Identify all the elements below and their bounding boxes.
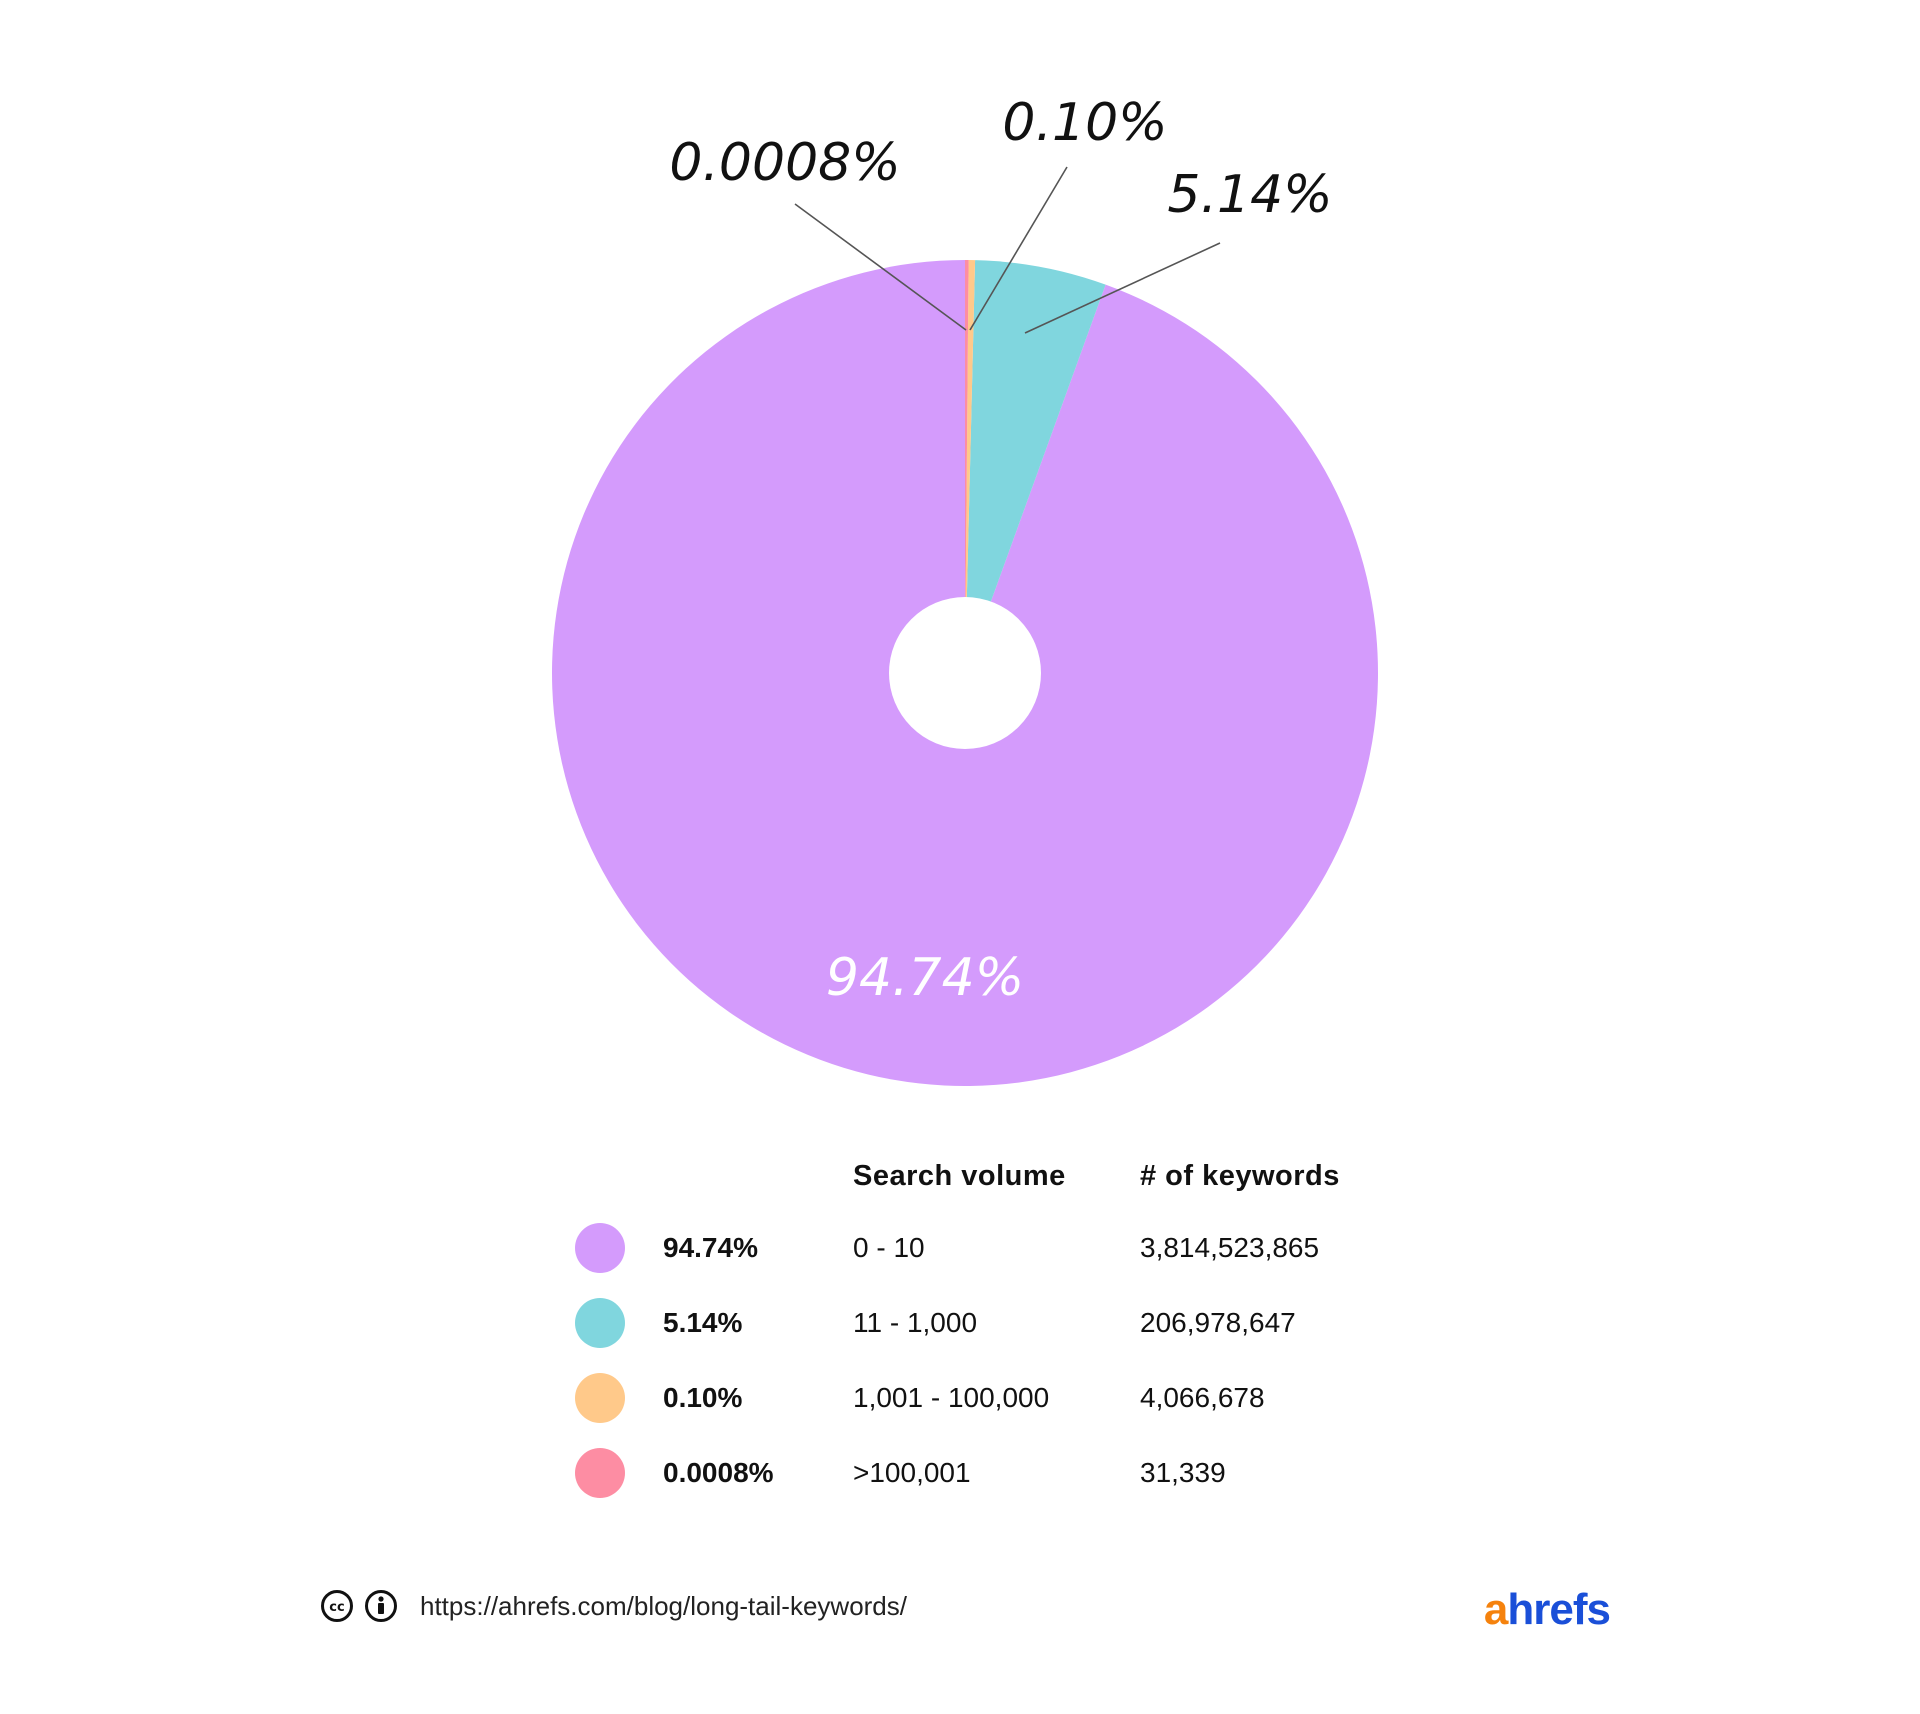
legend-swatch (575, 1298, 625, 1348)
label-0-0008: 0.0008% (669, 133, 900, 193)
brand-a: a (1483, 1585, 1509, 1634)
legend-row: 0.0008% >100,001 31,339 (575, 1443, 1475, 1503)
legend-swatch (575, 1373, 625, 1423)
leader-line (794, 203, 967, 331)
legend-percent: 5.14% (663, 1307, 743, 1338)
leader-line (969, 166, 1068, 331)
legend-volume: 11 - 1,000 (853, 1307, 978, 1338)
legend-row: 5.14% 11 - 1,000 206,978,647 (575, 1293, 1475, 1353)
donut-hole (889, 597, 1041, 749)
label-94-74: 94.74% (826, 948, 1024, 1008)
slice-11-1000 (965, 260, 1106, 673)
legend-row: 0.10% 1,001 - 100,000 4,066,678 (575, 1368, 1475, 1428)
slice-labels: 94.74% 5.14%0.10% 0.0008% (669, 93, 1332, 1008)
leader-lines (794, 166, 1221, 334)
legend-header-volume: Search volume (853, 1160, 1066, 1192)
ahrefs-logo: ahrefs (1483, 1585, 1611, 1635)
slice-over-100001 (965, 260, 969, 673)
label-5-14: 5.14% (1167, 165, 1332, 225)
svg-text:cc: cc (329, 1600, 344, 1615)
legend-swatch (575, 1448, 625, 1498)
legend-header-keywords: # of keywords (1140, 1160, 1340, 1192)
attribution-icon (365, 1590, 397, 1622)
legend-percent: 0.10% (663, 1382, 743, 1413)
legend-keywords: 3,814,523,865 (1140, 1232, 1320, 1263)
leader-line (1024, 242, 1221, 334)
slice-1001-100000 (965, 260, 976, 673)
footer: cc https://ahrefs.com/blog/long-tail-key… (320, 1585, 1611, 1635)
legend-keywords: 4,066,678 (1140, 1382, 1265, 1413)
brand-rest: hrefs (1507, 1585, 1611, 1634)
source-url[interactable]: https://ahrefs.com/blog/long-tail-keywor… (420, 1591, 907, 1621)
legend-keywords: 206,978,647 (1140, 1307, 1296, 1338)
label-0-10: 0.10% (1002, 93, 1167, 153)
legend-percent: 0.0008% (663, 1457, 774, 1488)
legend-volume: 1,001 - 100,000 (853, 1382, 1050, 1413)
legend-percent: 94.74% (663, 1232, 758, 1263)
legend-volume: >100,001 (853, 1457, 971, 1488)
legend-keywords: 31,339 (1140, 1457, 1226, 1488)
creative-commons-icon: cc (321, 1590, 353, 1622)
pie-chart: 94.74% 5.14%0.10% 0.0008% (551, 93, 1378, 1086)
legend-swatch (575, 1223, 625, 1273)
legend-volume: 0 - 10 (853, 1232, 925, 1263)
legend-row: 94.74% 0 - 10 3,814,523,865 (575, 1218, 1475, 1278)
